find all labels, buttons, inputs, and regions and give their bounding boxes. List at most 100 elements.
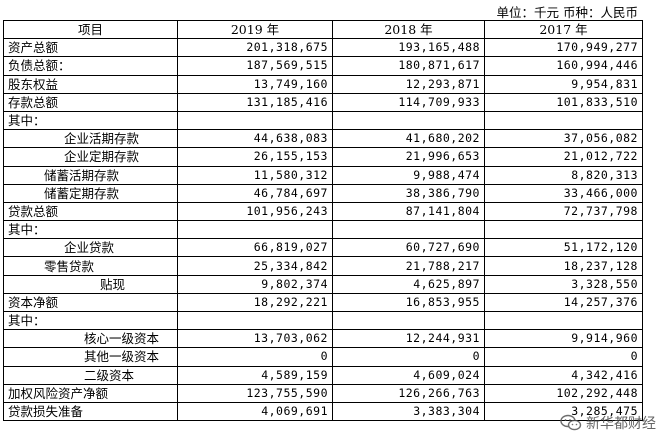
- row-value: 126,266,763: [332, 383, 485, 403]
- header-2018: 2018 年: [332, 19, 485, 40]
- row-label: 其中：: [3, 220, 178, 240]
- row-value: 51,172,120: [484, 238, 643, 258]
- table-row: 股东权益 13,749,160 12,293,871 9,954,831: [3, 74, 643, 94]
- row-value: [484, 220, 643, 240]
- row-value: 44,638,083: [177, 129, 333, 149]
- table-row: 加权风险资产净额 123,755,590 126,266,763 102,292,44…: [3, 383, 643, 403]
- row-value: 72,737,798: [484, 201, 643, 222]
- row-label: 其中：: [3, 310, 178, 331]
- row-value: 0: [177, 347, 333, 367]
- row-label: 企业定期存款: [3, 147, 178, 167]
- table-row: 企业活期存款 44,638,083 41,680,202 37,056,082: [3, 129, 643, 149]
- row-label: 其他一级资本: [3, 347, 178, 367]
- row-value: 4,342,416: [484, 365, 643, 385]
- row-value: 4,625,897: [332, 274, 485, 294]
- row-value: 38,386,790: [332, 183, 485, 203]
- row-value: [177, 220, 333, 240]
- header-item: 项目: [3, 19, 178, 40]
- row-label: 零售贷款: [3, 256, 178, 276]
- table-row: 企业贷款 66,819,027 60,727,690 51,172,120: [3, 238, 643, 258]
- row-value: 4,069,691: [177, 401, 333, 422]
- row-value: 18,292,221: [177, 292, 333, 313]
- row-label: 企业贷款: [3, 238, 178, 258]
- row-label: 存款总额: [3, 92, 178, 112]
- row-label: 贴现: [3, 274, 178, 294]
- row-value: [177, 310, 333, 331]
- row-value: 180,871,617: [332, 56, 485, 76]
- watermark: 新华都财经: [560, 413, 656, 433]
- row-value: 102,292,448: [484, 383, 643, 403]
- table-row: 其中：: [3, 110, 643, 131]
- table-row: 二级资本 4,589,159 4,609,024 4,342,416: [3, 365, 643, 385]
- row-label: 其中：: [3, 110, 178, 131]
- row-value: 4,609,024: [332, 365, 485, 385]
- row-value: 21,788,217: [332, 256, 485, 276]
- table-row: 资产总额 201,318,675 193,165,488 170,949,277: [3, 38, 643, 58]
- row-value: 9,914,960: [484, 329, 643, 349]
- row-value: 3,383,304: [332, 401, 485, 422]
- row-label: 贷款损失准备: [3, 401, 178, 422]
- row-value: 87,141,804: [332, 201, 485, 222]
- row-value: 21,996,653: [332, 147, 485, 167]
- row-label: 加权风险资产净额: [3, 383, 178, 403]
- row-value: 66,819,027: [177, 238, 333, 258]
- row-value: 12,244,931: [332, 329, 485, 349]
- table-row: 负债总额： 187,569,515 180,871,617 160,994,446: [3, 56, 643, 76]
- table-row: 储蓄活期存款 11,580,312 9,988,474 8,820,313: [3, 165, 643, 185]
- watermark-text: 新华都财经: [586, 416, 656, 432]
- header-2017: 2017 年: [484, 19, 643, 40]
- row-value: 18,237,128: [484, 256, 643, 276]
- row-value: 123,755,590: [177, 383, 333, 403]
- row-value: 4,589,159: [177, 365, 333, 385]
- row-value: 160,994,446: [484, 56, 643, 76]
- table-row: 核心一级资本 13,703,062 12,244,931 9,914,960: [3, 329, 643, 349]
- table-row: 贴现 9,802,374 4,625,897 3,328,550: [3, 274, 643, 294]
- row-value: 101,956,243: [177, 201, 333, 222]
- row-value: 9,802,374: [177, 274, 333, 294]
- table-row: 其中：: [3, 310, 643, 331]
- row-value: 170,949,277: [484, 38, 643, 58]
- row-value: 33,466,000: [484, 183, 643, 203]
- row-value: 13,749,160: [177, 74, 333, 94]
- row-value: 101,833,510: [484, 92, 643, 112]
- row-value: 21,012,722: [484, 147, 643, 167]
- row-value: 3,328,550: [484, 274, 643, 294]
- row-value: [484, 110, 643, 131]
- unit-note: 单位：千元 币种：人民币: [496, 5, 638, 20]
- row-value: [332, 110, 485, 131]
- row-label: 企业活期存款: [3, 129, 178, 149]
- header-row: 项目 2019 年 2018 年 2017 年: [3, 19, 643, 40]
- row-value: [177, 110, 333, 131]
- header-2019: 2019 年: [177, 19, 333, 40]
- table-body: 资产总额 201,318,675 193,165,488 170,949,277 负债总…: [3, 38, 643, 422]
- row-label: 二级资本: [3, 365, 178, 385]
- row-value: 12,293,871: [332, 74, 485, 94]
- table-row: 储蓄定期存款 46,784,697 38,386,790 33,466,000: [3, 183, 643, 203]
- wechat-icon: [560, 414, 582, 432]
- table-row: 企业定期存款 26,155,153 21,996,653 21,012,722: [3, 147, 643, 167]
- row-label: 资产总额: [3, 38, 178, 58]
- row-label: 核心一级资本: [3, 329, 178, 349]
- row-value: 26,155,153: [177, 147, 333, 167]
- table-row: 贷款总额 101,956,243 87,141,804 72,737,798: [3, 201, 643, 222]
- row-value: 25,334,842: [177, 256, 333, 276]
- row-value: 0: [484, 347, 643, 367]
- row-value: 201,318,675: [177, 38, 333, 58]
- table-row: 零售贷款 25,334,842 21,788,217 18,237,128: [3, 256, 643, 276]
- row-value: 131,185,416: [177, 92, 333, 112]
- row-label: 储蓄定期存款: [3, 183, 178, 203]
- row-value: 9,954,831: [484, 74, 643, 94]
- table-row: 存款总额 131,185,416 114,709,933 101,833,510: [3, 92, 643, 112]
- row-value: [332, 220, 485, 240]
- row-label: 资本净额: [3, 292, 178, 313]
- row-label: 股东权益: [3, 74, 178, 94]
- table-row: 资本净额 18,292,221 16,853,955 14,257,376: [3, 292, 643, 313]
- row-label: 负债总额：: [3, 56, 178, 76]
- row-value: 13,703,062: [177, 329, 333, 349]
- table-row: 其他一级资本 0 0 0: [3, 347, 643, 367]
- table-row: 贷款损失准备 4,069,691 3,383,304 3,285,475: [3, 401, 643, 422]
- row-label: 储蓄活期存款: [3, 165, 178, 185]
- row-value: 16,853,955: [332, 292, 485, 313]
- row-value: 0: [332, 347, 485, 367]
- row-value: 46,784,697: [177, 183, 333, 203]
